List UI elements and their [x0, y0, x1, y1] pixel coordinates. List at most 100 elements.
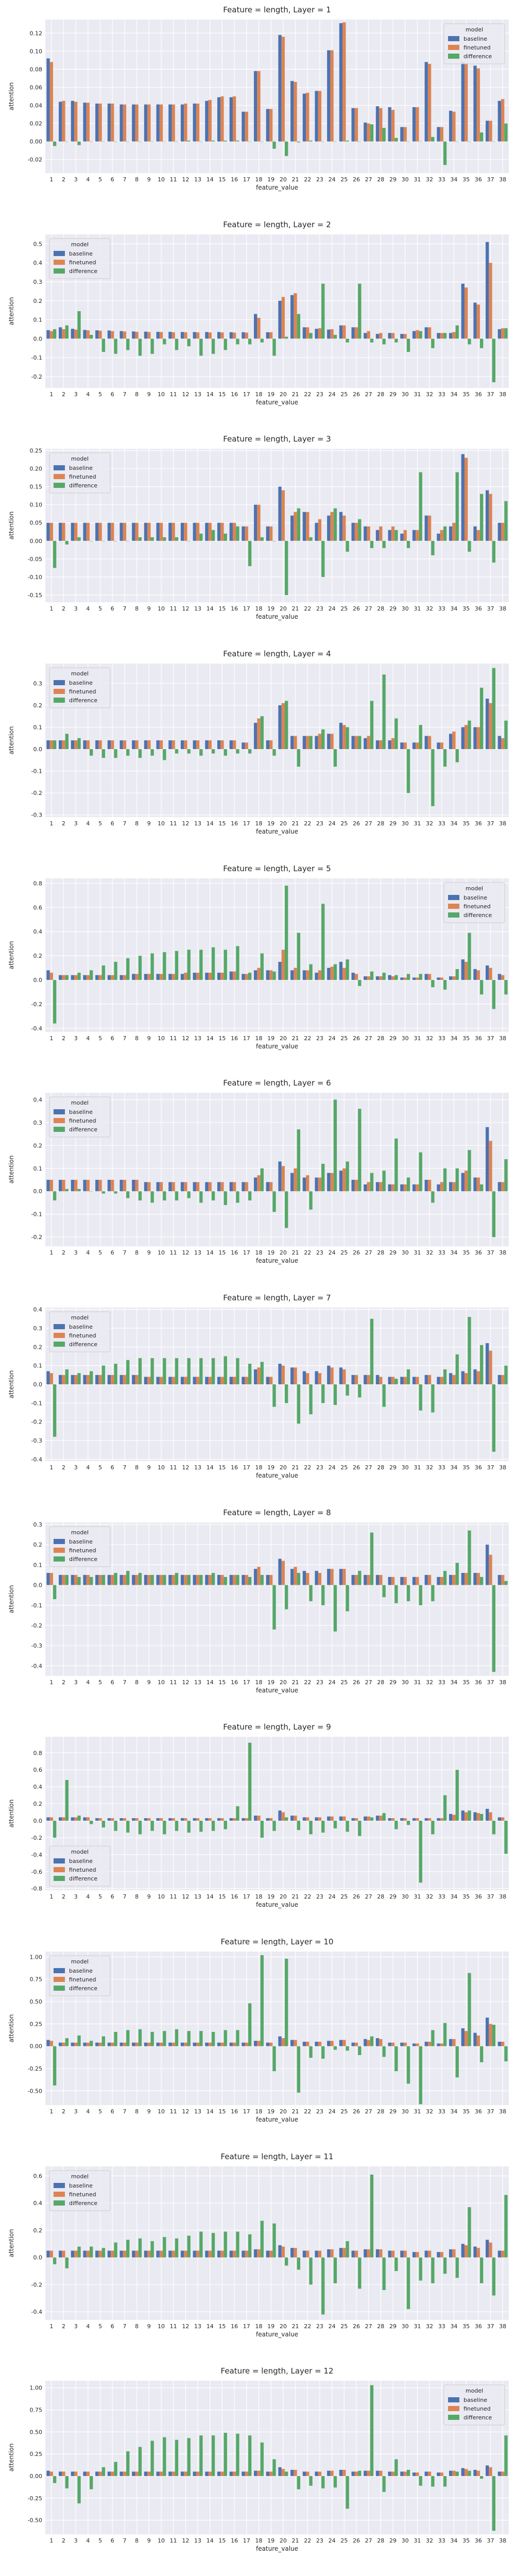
bar-finetuned-35: [464, 1171, 468, 1192]
bar-finetuned-32: [427, 63, 432, 142]
bar-baseline-12: [180, 2250, 184, 2258]
bar-difference-22: [309, 1191, 313, 1210]
bar-difference-9: [150, 749, 154, 756]
x-tick-label: 20: [280, 605, 287, 612]
x-tick-label: 3: [74, 1893, 78, 1900]
bar-finetuned-7: [123, 975, 127, 980]
x-tick-label: 26: [353, 1679, 360, 1686]
x-tick-label: 17: [243, 605, 250, 612]
x-tick-label: 9: [147, 1679, 151, 1686]
x-tick-label: 29: [389, 391, 397, 398]
bar-finetuned-31: [416, 2472, 419, 2477]
x-tick-label: 4: [86, 1893, 90, 1900]
bar-difference-2: [65, 1189, 69, 1192]
bar-finetuned-7: [123, 104, 127, 142]
bar-difference-21: [297, 749, 300, 767]
bar-baseline-20: [278, 1558, 282, 1585]
bar-baseline-23: [315, 736, 318, 750]
bar-baseline-15: [217, 2042, 221, 2046]
bar-finetuned-14: [208, 2250, 212, 2258]
bar-finetuned-34: [452, 2039, 456, 2046]
bar-baseline-25: [339, 961, 343, 980]
bar-baseline-1: [46, 2250, 50, 2258]
bar-difference-37: [492, 2476, 495, 2531]
bar-finetuned-34: [452, 1182, 456, 1192]
y-tick-label: 0.2: [33, 953, 42, 959]
bar-difference-22: [309, 1384, 313, 1415]
y-tick-label: -0.2: [31, 1419, 42, 1426]
bar-finetuned-29: [391, 1818, 395, 1821]
bar-difference-20: [284, 1958, 288, 2046]
y-axis-label: attention: [8, 1370, 15, 1399]
x-tick-label: 19: [267, 605, 274, 612]
bar-finetuned-35: [464, 2245, 468, 2258]
x-tick-label: 21: [292, 2323, 299, 2330]
bar-finetuned-36: [476, 970, 480, 980]
x-tick-label: 32: [426, 1893, 433, 1900]
bar-baseline-6: [107, 330, 111, 338]
bar-difference-9: [150, 338, 154, 354]
bar-difference-17: [248, 749, 252, 754]
bar-difference-22: [309, 736, 313, 750]
bar-baseline-38: [497, 974, 501, 980]
bar-baseline-13: [193, 332, 196, 338]
bar-baseline-22: [302, 327, 306, 338]
bar-difference-1: [53, 541, 57, 568]
bar-baseline-16: [229, 332, 233, 338]
bar-baseline-19: [266, 1182, 269, 1192]
bar-difference-3: [77, 141, 81, 145]
bar-baseline-8: [132, 104, 135, 142]
bar-finetuned-4: [86, 1817, 90, 1821]
bar-difference-29: [394, 1821, 398, 1829]
bar-finetuned-10: [159, 1818, 163, 1821]
x-tick-label: 26: [353, 2108, 360, 2115]
bar-baseline-37: [485, 699, 489, 750]
x-tick-label: 9: [147, 1464, 151, 1471]
bar-difference-29: [394, 1585, 398, 1603]
plot-area: [45, 1522, 509, 1676]
bar-baseline-31: [412, 530, 416, 541]
bar-difference-30: [406, 1585, 410, 1601]
bar-difference-18: [260, 2221, 264, 2258]
bar-baseline-25: [339, 2040, 343, 2046]
x-tick-label: 20: [280, 1035, 287, 1042]
bar-baseline-17: [242, 1818, 245, 1821]
bar-difference-1: [53, 329, 57, 338]
bar-difference-38: [504, 720, 508, 750]
bar-baseline-36: [473, 727, 477, 750]
x-tick-label: 29: [389, 2537, 397, 2544]
bar-finetuned-11: [171, 740, 175, 750]
bar-difference-28: [382, 1171, 386, 1192]
bar-finetuned-14: [208, 100, 212, 142]
bar-baseline-5: [95, 1180, 99, 1192]
x-tick-label: 37: [487, 1464, 494, 1471]
bar-baseline-18: [254, 970, 258, 980]
bar-difference-24: [333, 2257, 337, 2283]
bar-baseline-34: [449, 332, 453, 338]
bar-finetuned-6: [111, 523, 114, 541]
bar-finetuned-35: [464, 1373, 468, 1384]
bar-finetuned-26: [354, 736, 358, 750]
legend-entry-finetuned: finetuned: [69, 1976, 96, 1983]
bar-finetuned-36: [476, 1813, 480, 1821]
y-axis-label: attention: [8, 2444, 15, 2472]
chart-panel-3: Feature = length, Layer = 3-0.15-0.10-0.…: [8, 434, 509, 620]
bar-baseline-19: [266, 2471, 269, 2477]
x-tick-label: 3: [74, 1679, 78, 1686]
x-tick-label: 31: [414, 2108, 421, 2115]
bar-difference-13: [199, 1821, 203, 1832]
x-tick-label: 13: [194, 2537, 201, 2544]
bar-finetuned-1: [49, 523, 54, 541]
bar-baseline-17: [242, 974, 245, 980]
bar-finetuned-15: [220, 2471, 224, 2477]
x-tick-label: 14: [207, 1893, 214, 1900]
bar-difference-5: [101, 338, 106, 352]
chart-title: Feature = length, Layer = 12: [221, 2366, 334, 2376]
x-tick-label: 35: [462, 1035, 470, 1042]
bar-baseline-22: [302, 93, 306, 142]
bar-difference-20: [284, 1384, 288, 1403]
bar-baseline-25: [339, 512, 343, 541]
x-tick-label: 37: [487, 1249, 494, 1256]
bar-baseline-31: [412, 2251, 416, 2258]
x-tick-label: 4: [86, 2323, 90, 2330]
